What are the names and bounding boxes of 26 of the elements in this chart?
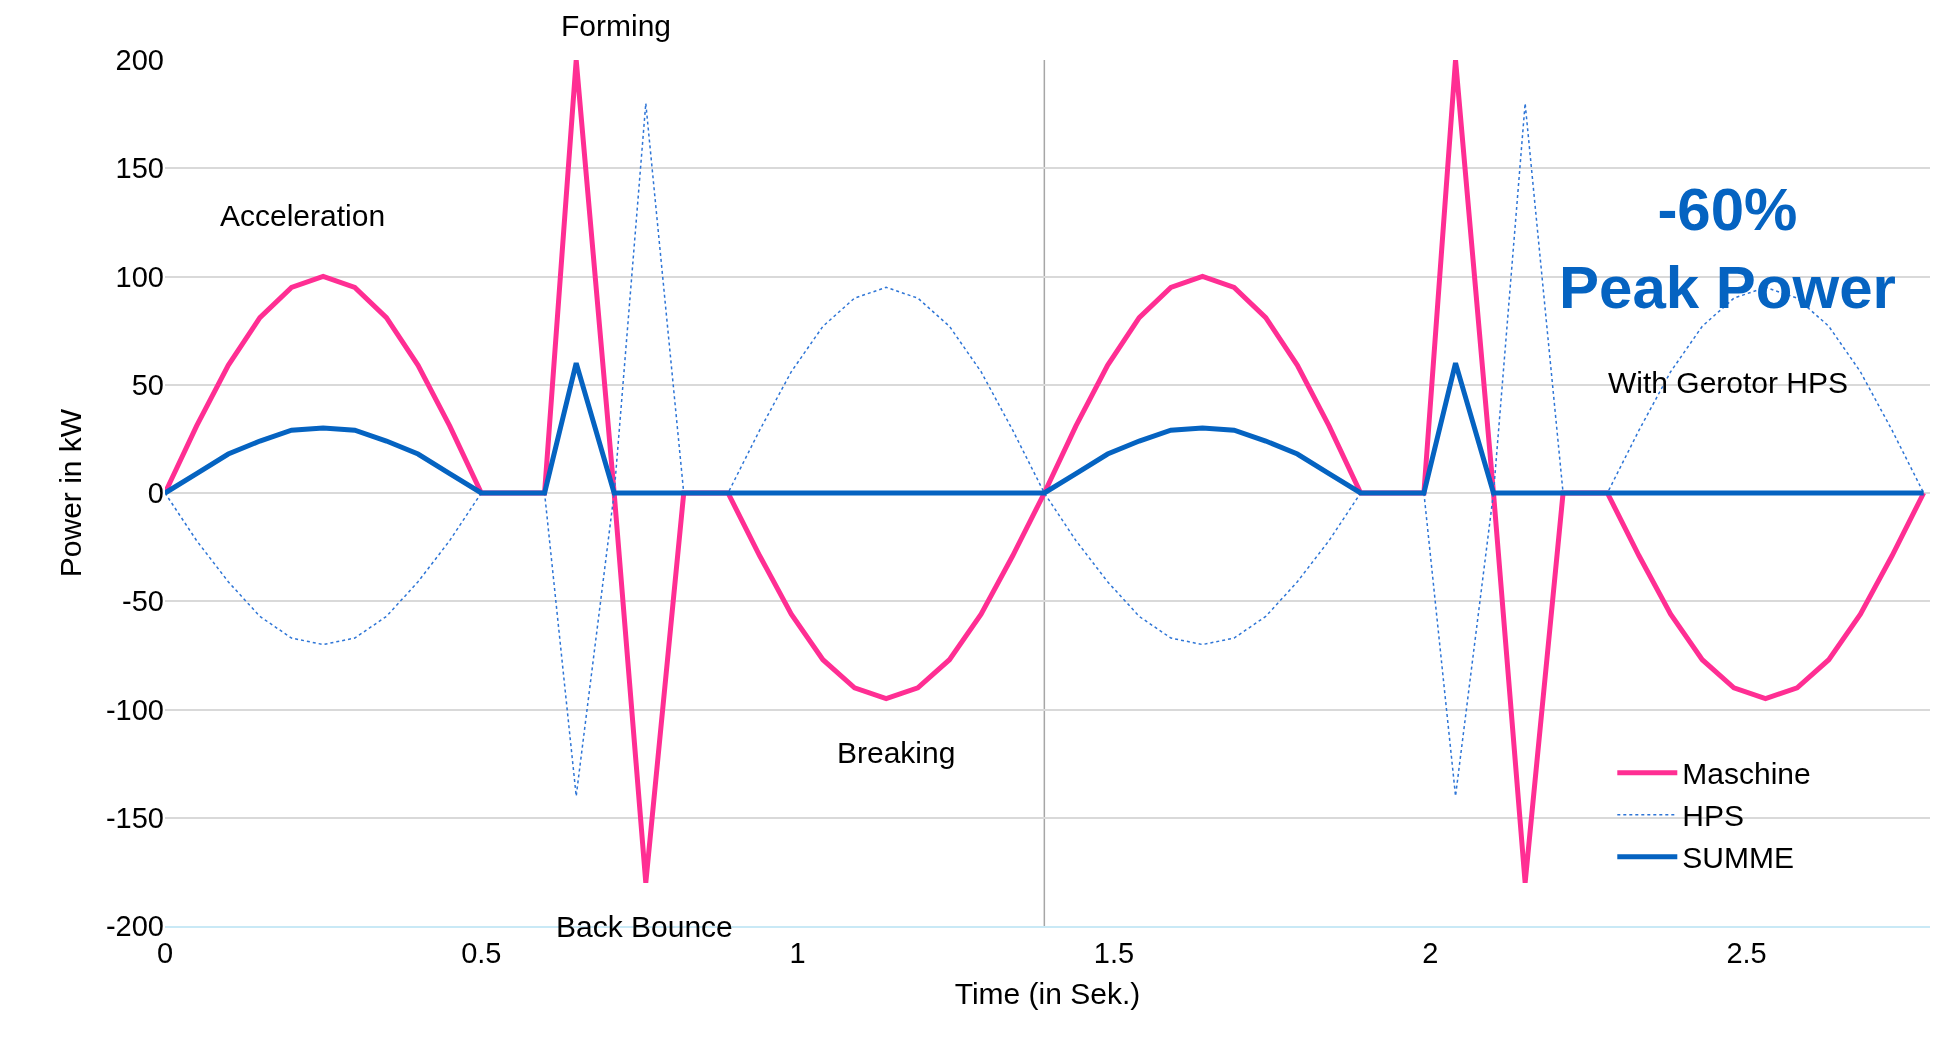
y-tick-label: 200 — [115, 44, 164, 77]
annotation: With Gerotor HPS — [1608, 366, 1849, 399]
y-tick-label: -100 — [105, 693, 164, 726]
legend-label: SUMME — [1682, 841, 1794, 875]
y-tick-label: -50 — [122, 585, 164, 618]
x-tick-label: 2.5 — [1726, 936, 1767, 969]
x-tick-label: 0.5 — [461, 936, 502, 969]
x-tick-label: 1 — [789, 936, 806, 969]
y-tick-label: 0 — [147, 477, 164, 510]
legend-label: HPS — [1682, 799, 1744, 833]
text: Forming — [561, 9, 672, 42]
y-tick-label: 50 — [131, 368, 164, 401]
x-tick-label: 1.5 — [1093, 936, 1135, 969]
annotation: Breaking — [837, 736, 956, 769]
y-tick-label: -150 — [105, 801, 164, 834]
annotation: -60% Peak Power — [1559, 176, 1896, 321]
annotation: Back Bounce — [556, 910, 733, 943]
legend-label: Maschine — [1682, 757, 1811, 791]
x-tick-label: 2 — [1422, 936, 1439, 969]
x-axis-title: Time (in Sek.) — [954, 976, 1141, 1010]
y-tick-label: 100 — [115, 260, 164, 293]
line-series — [165, 102, 1925, 797]
y-tick-label: -200 — [105, 910, 164, 943]
annotation: Acceleration — [220, 199, 386, 232]
y-tick-label: 150 — [115, 152, 164, 185]
y-axis-title: Power in kW — [53, 408, 87, 578]
